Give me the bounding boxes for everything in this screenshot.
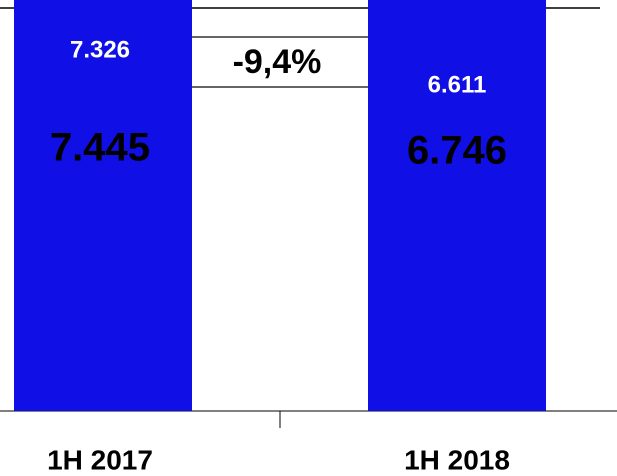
x-tick-label: 1H 2017 (47, 444, 153, 475)
value-label: 7.326 (70, 36, 130, 63)
x-tick-label: 1H 2018 (404, 444, 510, 475)
total-label: 7.445 (50, 126, 150, 170)
bar-segment (14, 0, 192, 411)
value-label: 6.611 (428, 72, 487, 99)
annotation-box (169, 36, 384, 88)
bar-segment (368, 0, 546, 411)
total-label: 6.746 (407, 129, 507, 173)
annotation: -9,4% (233, 43, 322, 81)
